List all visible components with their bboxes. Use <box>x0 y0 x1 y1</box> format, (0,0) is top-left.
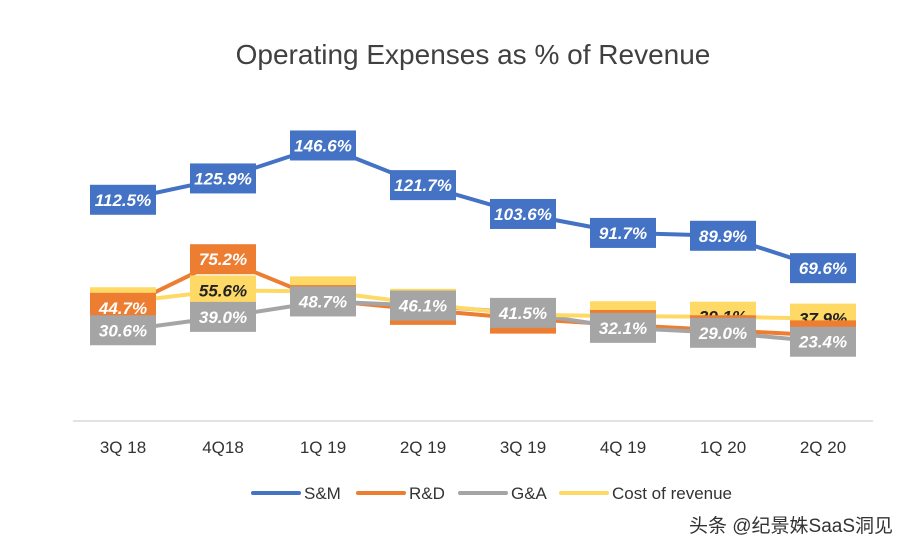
data-label-box <box>690 317 756 348</box>
x-tick-4q-19: 4Q 19 <box>600 438 646 457</box>
data-label-text: 46.1% <box>398 297 447 316</box>
watermark: 头条 @纪景姝SaaS洞见 <box>689 515 893 537</box>
data-label-cost-of-revenue-4q18: 55.6% <box>190 275 256 306</box>
data-label-text: 39.0% <box>199 308 247 327</box>
data-label-text: 48.7% <box>298 292 347 311</box>
data-label-randd-4q18: 75.2% <box>190 244 256 275</box>
data-label-text: 103.6% <box>494 205 552 224</box>
data-label-box <box>390 290 456 321</box>
data-label-text: 29.0% <box>698 324 747 343</box>
data-label-text: 75.2% <box>199 250 247 269</box>
legend-label: Cost of revenue <box>612 484 732 503</box>
data-label-box <box>490 297 556 328</box>
data-label-sandm-1q-19: 146.6% <box>290 130 356 161</box>
data-label-text: 55.6% <box>199 281 247 300</box>
data-label-box <box>390 170 456 201</box>
legend-label: S&M <box>304 484 341 503</box>
data-label-ganda-1q-20: 29.0% <box>690 317 756 348</box>
data-label-ganda-3q-19: 41.5% <box>490 297 556 328</box>
data-label-sandm-3q-18: 112.5% <box>90 184 156 215</box>
data-label-box <box>490 198 556 229</box>
legend-label: G&A <box>511 484 548 503</box>
data-label-box <box>290 286 356 317</box>
data-label-box <box>190 244 256 275</box>
legend: S&M R&D G&A Cost of revenue <box>251 484 732 503</box>
legend-item-sandm: S&M <box>251 484 341 503</box>
x-tick-2q-19: 2Q 19 <box>400 438 446 457</box>
data-label-ganda-2q-19: 46.1% <box>390 290 456 321</box>
data-label-sandm-3q-19: 103.6% <box>490 198 556 229</box>
data-label-box <box>90 184 156 215</box>
data-label-sandm-2q-20: 69.6% <box>790 253 856 284</box>
x-tick-3q-19: 3Q 19 <box>500 438 546 457</box>
legend-item-ganda: G&A <box>458 484 548 503</box>
data-labels: 48.2%55.6%55.0%47.2%40.4%39.4%39.1%37.9%… <box>90 130 856 357</box>
data-label-sandm-4q-19: 91.7% <box>590 217 656 248</box>
data-label-ganda-4q-19: 32.1% <box>590 312 656 343</box>
data-label-text: 23.4% <box>798 333 847 352</box>
x-tick-2q-20: 2Q 20 <box>800 438 846 457</box>
data-label-text: 89.9% <box>699 227 747 246</box>
data-label-ganda-2q-20: 23.4% <box>790 326 856 357</box>
x-tick-3q-18: 3Q 18 <box>100 438 146 457</box>
data-label-box <box>590 312 656 343</box>
data-label-text: 112.5% <box>95 191 151 210</box>
legend-label: R&D <box>409 484 445 503</box>
data-label-sandm-2q-19: 121.7% <box>390 170 456 201</box>
data-label-box <box>790 253 856 284</box>
legend-item-randd: R&D <box>356 484 445 503</box>
data-label-ganda-4q18: 39.0% <box>190 301 256 332</box>
data-label-text: 32.1% <box>599 319 647 338</box>
data-label-box <box>90 315 156 346</box>
data-label-box <box>190 275 256 306</box>
legend-item-cost-of-revenue: Cost of revenue <box>559 484 732 503</box>
data-label-text: 30.6% <box>99 321 147 340</box>
x-tick-4q18: 4Q18 <box>202 438 244 457</box>
data-label-ganda-1q-19: 48.7% <box>290 286 356 317</box>
data-label-box <box>290 130 356 161</box>
chart-title: Operating Expenses as % of Revenue <box>236 39 711 70</box>
data-label-sandm-4q18: 125.9% <box>190 163 256 194</box>
data-label-ganda-3q-18: 30.6% <box>90 315 156 346</box>
data-label-box <box>190 301 256 332</box>
data-label-text: 146.6% <box>294 136 352 155</box>
data-label-text: 125.9% <box>194 169 252 188</box>
data-label-text: 69.6% <box>799 259 847 278</box>
data-label-text: 41.5% <box>498 304 547 323</box>
data-label-text: 44.7% <box>98 299 147 318</box>
x-tick-1q-19: 1Q 19 <box>300 438 346 457</box>
data-label-text: 121.7% <box>394 176 452 195</box>
data-label-sandm-1q-20: 89.9% <box>690 220 756 251</box>
data-label-box <box>590 217 656 248</box>
x-tick-1q-20: 1Q 20 <box>700 438 746 457</box>
data-label-text: 91.7% <box>599 224 647 243</box>
data-label-box <box>690 220 756 251</box>
data-label-box <box>190 163 256 194</box>
x-tick-labels: 3Q 18 4Q18 1Q 19 2Q 19 3Q 19 4Q 19 1Q 20 2Q 20 <box>100 438 846 457</box>
data-label-box <box>790 326 856 357</box>
